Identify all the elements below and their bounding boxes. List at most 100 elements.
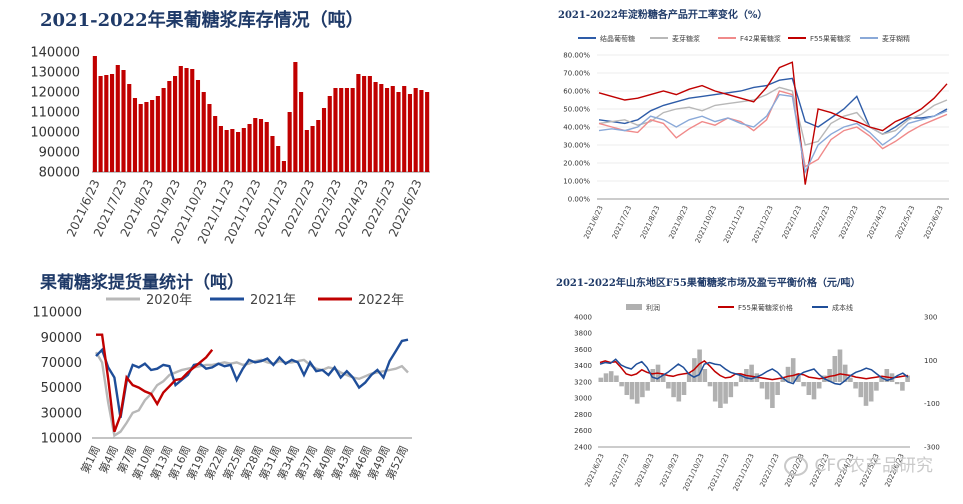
y-tick-label: 4000 <box>574 313 592 321</box>
x-tick-label: 2021/7/23 <box>608 452 630 488</box>
bar <box>167 81 172 172</box>
utilization-line-chart: 0.00% 10.00% 20.00% 30.00% 40.00% 50.00% 60.00… <box>563 34 949 244</box>
stock-bar-chart: 80000 90000 100000 110000 120000 130000 140000… <box>30 46 430 246</box>
bar <box>132 98 138 172</box>
y-tick-label: 60.00% <box>563 87 590 95</box>
y-tick-label: 70.00% <box>563 69 590 77</box>
bar <box>161 88 166 172</box>
stock-chart-title: 2021-2022年果葡糖浆库存情况（吨） <box>40 10 364 31</box>
utilization-chart-title: 2021-2022年淀粉糖各产品开工率变化（%） <box>558 10 768 21</box>
y-tick-label: 30000 <box>41 406 82 421</box>
profit-bar <box>733 382 739 387</box>
bar <box>293 62 298 172</box>
bar <box>344 88 349 172</box>
y-tick-label: 0.00% <box>568 195 591 203</box>
bar <box>155 96 160 172</box>
profit-bar <box>764 382 770 400</box>
profit-bar <box>728 382 734 398</box>
x-tick-label: 2022/5/23 <box>894 204 916 240</box>
profit-bar <box>796 373 801 382</box>
profit-bar <box>738 375 744 382</box>
profit-bar <box>686 373 692 382</box>
y-tick-label: 10000 <box>41 432 82 447</box>
y-tick-label: 3400 <box>574 362 592 370</box>
profit-bar <box>848 377 853 382</box>
bar <box>419 90 424 172</box>
profit-bar <box>905 375 910 382</box>
legend-label: 成本线 <box>832 303 853 312</box>
y-tick-label: 110000 <box>30 106 80 121</box>
x-tick-label: 2021/9/23 <box>658 452 680 488</box>
bar <box>258 119 264 172</box>
x-tick-label: 2021/8/23 <box>633 452 655 488</box>
profit-bar <box>858 382 864 398</box>
y-tick-label: 140000 <box>30 46 80 61</box>
bar <box>425 92 430 172</box>
y-right-tick-label: -300 <box>924 443 940 451</box>
y-tick-label: 30.00% <box>563 141 590 149</box>
profit-bar <box>697 349 702 382</box>
price-chart-title: 2021-2022年山东地区F55果葡糖浆市场及盈亏平衡价格（元/吨） <box>556 278 861 289</box>
profit-bar <box>801 382 806 387</box>
bar <box>213 116 218 172</box>
profit-bar <box>749 364 754 382</box>
profit-bar <box>832 356 838 382</box>
x-tick-label: 2022/3/23 <box>837 204 859 240</box>
y-right-tick-label: -100 <box>924 400 940 408</box>
y-tick-label: 3600 <box>574 346 592 354</box>
bar <box>339 88 344 172</box>
wechat-icon <box>784 456 809 476</box>
x-tick-label: 2021/6/23 <box>582 204 604 240</box>
profit-bar <box>775 382 780 395</box>
bar <box>413 88 418 172</box>
bar <box>264 122 269 172</box>
profit-bar <box>811 382 817 400</box>
legend-label: F42果葡糖浆 <box>740 34 781 43</box>
x-tick-label: 2021/11/23 <box>722 204 746 244</box>
legend-label: 2021年 <box>250 293 296 308</box>
bar <box>407 94 413 172</box>
bar <box>218 126 223 172</box>
bar <box>109 74 115 172</box>
bar <box>92 56 97 172</box>
y-tick-label: 10.00% <box>563 177 590 185</box>
profit-bar <box>723 382 728 404</box>
x-tick-label: 2021/8/23 <box>639 204 661 240</box>
series-line <box>598 93 948 175</box>
bar <box>224 130 229 172</box>
bar <box>241 128 246 172</box>
bar <box>98 76 103 172</box>
bar <box>115 65 120 172</box>
bar <box>373 82 378 172</box>
profit-bar <box>624 382 630 395</box>
profit-bar <box>816 382 822 389</box>
bar <box>310 126 315 172</box>
profit-bar <box>842 364 848 382</box>
y-tick-label: 2800 <box>574 411 592 419</box>
bar <box>299 92 304 172</box>
profit-bar <box>645 382 650 391</box>
bar <box>379 84 384 172</box>
profit-bar <box>712 382 718 402</box>
x-tick-label: 2021/9/23 <box>667 204 689 240</box>
y-tick-label: 2600 <box>574 427 592 435</box>
y-tick-label: 20.00% <box>563 159 590 167</box>
series-line <box>599 359 909 381</box>
bar <box>127 84 132 172</box>
y-tick-label: 3000 <box>574 395 592 403</box>
series-line <box>598 77 948 136</box>
profit-bar <box>608 371 614 382</box>
x-tick-label: 2021/10/23 <box>694 204 718 244</box>
bar <box>144 102 149 172</box>
y-tick-label: 2400 <box>574 443 592 451</box>
profit-bar <box>702 369 708 382</box>
series-line <box>598 86 948 146</box>
x-tick-label: 2022/1/23 <box>758 452 780 488</box>
pickup-chart-title: 果葡糖浆提货量统计（吨） <box>40 273 244 293</box>
bar <box>184 68 189 172</box>
bar <box>384 88 390 172</box>
bar <box>276 146 281 172</box>
watermark-text: CFC农产品研究 <box>814 456 933 476</box>
bar <box>402 86 407 172</box>
profit-bar <box>879 377 884 382</box>
